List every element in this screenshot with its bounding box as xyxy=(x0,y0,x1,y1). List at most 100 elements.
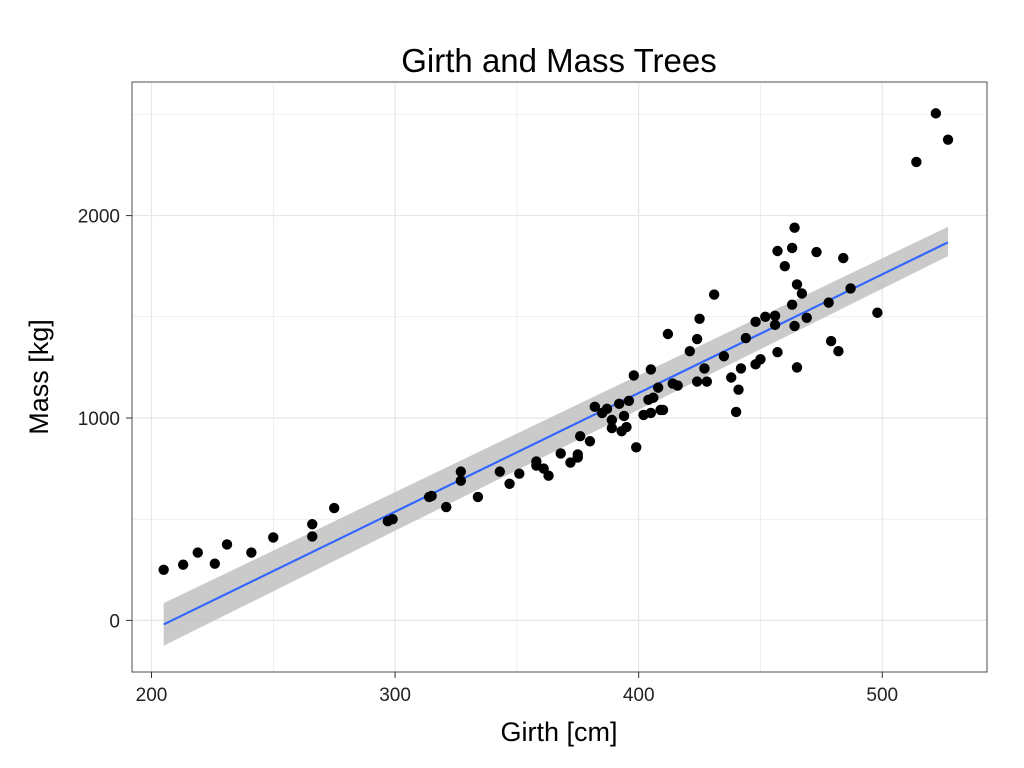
data-point xyxy=(930,108,942,119)
x-tick-label: 400 xyxy=(623,685,655,706)
data-point xyxy=(769,319,781,331)
data-point xyxy=(733,384,744,395)
data-point xyxy=(623,395,635,406)
data-point xyxy=(699,363,710,374)
data-point xyxy=(684,345,696,357)
data-point xyxy=(823,297,834,308)
gridlines xyxy=(132,82,987,672)
data-point xyxy=(618,410,630,422)
data-point xyxy=(575,431,586,442)
data-point xyxy=(572,449,583,460)
data-point xyxy=(192,547,203,558)
data-point xyxy=(455,475,467,486)
data-point xyxy=(158,564,169,575)
data-points xyxy=(158,108,954,575)
data-point xyxy=(735,363,747,374)
data-point xyxy=(621,421,632,433)
data-point xyxy=(631,442,642,453)
data-point xyxy=(628,370,639,381)
data-point xyxy=(565,457,576,468)
data-point xyxy=(755,354,766,365)
data-point xyxy=(221,539,233,550)
fit-line-layer xyxy=(163,241,949,626)
data-point xyxy=(307,531,318,542)
data-point xyxy=(657,404,669,416)
data-point xyxy=(589,401,601,413)
data-point xyxy=(652,382,664,393)
data-point xyxy=(760,311,771,322)
data-point xyxy=(441,501,452,513)
data-point xyxy=(307,519,318,530)
data-point xyxy=(268,532,279,543)
data-point xyxy=(750,316,761,328)
data-point xyxy=(672,380,683,391)
data-point xyxy=(772,245,783,257)
data-point xyxy=(825,335,837,347)
data-point xyxy=(718,351,730,362)
data-point xyxy=(606,414,618,426)
data-point xyxy=(662,328,674,340)
x-axis-label: Girth [cm] xyxy=(500,717,617,747)
data-point xyxy=(328,502,340,514)
data-point xyxy=(387,513,398,525)
confidence-band xyxy=(163,226,949,646)
data-point xyxy=(645,407,657,419)
data-point xyxy=(584,436,596,447)
data-point xyxy=(740,332,752,344)
chart-title: Girth and Mass Trees xyxy=(401,42,716,79)
data-point xyxy=(246,547,257,558)
x-tick-label: 200 xyxy=(136,685,168,706)
x-tick-label: 500 xyxy=(866,685,898,706)
data-point xyxy=(606,422,618,434)
data-point xyxy=(791,362,803,373)
data-point xyxy=(911,156,922,168)
data-point xyxy=(769,310,781,321)
data-point xyxy=(789,320,800,332)
data-point xyxy=(209,558,221,569)
data-point xyxy=(838,252,849,264)
axes: 200 300 400 500 0 1000 2000 xyxy=(78,207,898,706)
data-point xyxy=(791,279,803,290)
y-axis-label: Mass [kg] xyxy=(24,319,54,435)
data-point xyxy=(555,448,566,459)
data-point xyxy=(872,307,883,318)
regression-line xyxy=(163,241,949,626)
data-point xyxy=(730,406,742,418)
data-point xyxy=(601,403,613,415)
data-point xyxy=(648,392,659,403)
y-tick-label: 1000 xyxy=(78,409,120,430)
data-point xyxy=(426,490,437,502)
data-point xyxy=(833,345,844,357)
data-point xyxy=(613,398,625,410)
data-point xyxy=(942,134,954,145)
data-point xyxy=(786,299,798,310)
data-point xyxy=(694,313,705,325)
y-tick-label: 2000 xyxy=(78,207,120,228)
data-point xyxy=(472,491,484,503)
data-point xyxy=(494,466,506,477)
y-tick-label: 0 xyxy=(109,611,120,632)
data-point xyxy=(726,372,737,383)
data-point xyxy=(772,347,783,358)
data-point xyxy=(455,466,467,477)
data-point xyxy=(543,470,554,481)
data-point xyxy=(796,288,808,299)
data-point xyxy=(811,246,822,258)
data-point xyxy=(691,376,703,387)
confidence-band-layer xyxy=(163,226,949,646)
data-point xyxy=(779,260,791,272)
data-point xyxy=(708,289,720,300)
data-point xyxy=(645,364,657,375)
plot-panel-border xyxy=(131,81,988,673)
data-point xyxy=(801,312,812,323)
data-point xyxy=(514,468,525,479)
data-point xyxy=(691,333,703,345)
data-point xyxy=(177,559,189,570)
data-point xyxy=(504,478,515,489)
data-point xyxy=(701,376,713,387)
data-point xyxy=(845,283,856,294)
data-point xyxy=(786,242,798,254)
x-tick-label: 300 xyxy=(379,685,411,706)
data-point xyxy=(789,222,800,233)
